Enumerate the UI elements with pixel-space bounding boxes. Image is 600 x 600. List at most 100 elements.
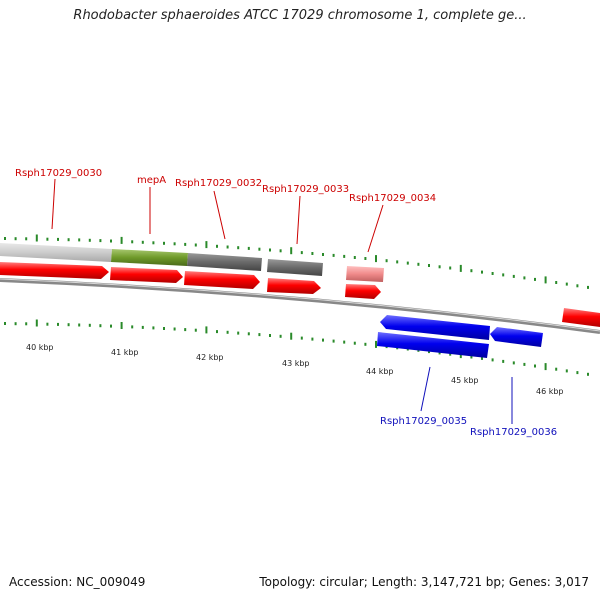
minor-tick	[449, 352, 452, 356]
minor-tick	[78, 238, 81, 242]
minor-tick	[481, 356, 483, 360]
minor-tick	[555, 281, 558, 284]
gene-label-rsph17029-0036[interactable]: Rsph17029_0036	[470, 427, 557, 438]
scale-label: 46 kbp	[536, 387, 564, 396]
scale-label: 45 kbp	[451, 376, 479, 385]
scale-label: 43 kbp	[282, 359, 310, 368]
minor-tick	[385, 259, 388, 263]
minor-tick	[57, 237, 59, 241]
minor-tick	[141, 240, 144, 244]
genome-stats-text: Topology: circular; Length: 3,147,721 bp…	[259, 575, 589, 589]
minor-tick	[396, 260, 399, 264]
minor-tick	[269, 248, 271, 252]
minor-tick	[502, 359, 505, 363]
gene-arrow-right-edge[interactable]	[562, 308, 600, 327]
gene-label-rsph17029-0034[interactable]: Rsph17029_0034	[349, 193, 436, 204]
backbone-highlight	[0, 278, 600, 332]
minor-tick	[322, 253, 324, 256]
outer-tick-ring	[4, 234, 589, 289]
minor-tick	[194, 243, 197, 247]
gene-arrow-rsph17029-0035-a[interactable]	[380, 315, 490, 340]
minor-tick	[247, 332, 250, 336]
minor-tick	[110, 324, 112, 328]
major-tick	[375, 340, 377, 348]
minor-tick	[353, 256, 356, 259]
minor-tick	[576, 284, 579, 288]
major-tick	[205, 241, 208, 249]
gene-arrow-rsph17029-0036[interactable]	[490, 327, 543, 347]
minor-tick	[534, 277, 536, 281]
minor-tick	[226, 330, 229, 334]
minor-tick	[428, 264, 430, 267]
minor-tick	[67, 323, 70, 327]
major-tick	[290, 247, 293, 255]
minor-tick	[332, 339, 335, 343]
inner-tick-ring	[4, 319, 589, 376]
minor-tick	[449, 266, 452, 270]
minor-tick	[258, 333, 261, 337]
map-title: Rhodobacter sphaeroides ATCC 17029 chrom…	[73, 8, 527, 23]
minor-tick	[438, 265, 441, 269]
major-tick	[375, 255, 377, 263]
feature-band-dark-1[interactable]	[187, 253, 262, 271]
minor-tick	[279, 334, 282, 338]
gene-arrow-rsph17029-0032[interactable]	[184, 271, 260, 289]
minor-tick	[99, 239, 102, 243]
minor-tick	[481, 270, 483, 274]
gene-label-rsph17029-0033[interactable]: Rsph17029_0033	[262, 184, 349, 195]
minor-tick	[353, 341, 356, 345]
minor-tick	[269, 334, 271, 337]
feature-band-light[interactable]	[0, 243, 112, 262]
minor-tick	[226, 245, 229, 249]
minor-tick	[576, 371, 579, 375]
major-tick	[120, 236, 123, 244]
minor-tick	[78, 323, 81, 327]
leader-line	[367, 204, 384, 253]
gene-label-rsph17029-0032[interactable]: Rsph17029_0032	[175, 178, 262, 189]
minor-tick	[57, 322, 59, 326]
gene-arrow-mepa[interactable]	[110, 267, 183, 283]
minor-tick	[110, 239, 112, 243]
minor-tick	[279, 249, 282, 253]
leader-line	[213, 190, 226, 240]
gene-pseudo-rsph17029-0034[interactable]	[346, 266, 384, 282]
minor-tick	[258, 247, 261, 251]
feature-band-dark-2[interactable]	[267, 259, 323, 276]
major-tick	[35, 319, 38, 327]
minor-tick	[4, 237, 6, 240]
gene-arrow-rsph17029-0035-b[interactable]	[377, 332, 489, 358]
minor-tick	[406, 261, 409, 265]
major-tick	[35, 234, 38, 242]
scale-label: 42 kbp	[196, 353, 224, 362]
gene-label-mepa[interactable]: mepA	[137, 175, 166, 186]
gene-label-rsph17029-0030[interactable]: Rsph17029_0030	[15, 168, 102, 179]
minor-tick	[565, 369, 568, 373]
major-tick	[544, 276, 547, 284]
minor-tick	[131, 325, 134, 329]
minor-tick	[152, 241, 155, 245]
gene-arrow-rsph17029-0030[interactable]	[0, 262, 109, 279]
gene-arrow-rsph17029-0034[interactable]	[345, 284, 381, 299]
leader-line	[51, 178, 56, 230]
minor-tick	[25, 322, 28, 326]
minor-tick	[67, 238, 70, 242]
gene-arrow-rsph17029-0033[interactable]	[267, 278, 321, 294]
minor-tick	[141, 325, 144, 329]
minor-tick	[184, 242, 187, 246]
minor-tick	[88, 238, 91, 242]
minor-tick	[491, 358, 494, 362]
minor-tick	[46, 322, 49, 326]
major-tick	[459, 264, 462, 272]
scale-label: 40 kbp	[26, 343, 54, 352]
gene-label-rsph17029-0035[interactable]: Rsph17029_0035	[380, 416, 467, 427]
minor-tick	[14, 322, 17, 326]
minor-tick	[343, 254, 346, 258]
gene-labels: Rsph17029_0030 mepA Rsph17029_0032 Rsph1…	[15, 168, 557, 438]
minor-tick	[587, 372, 589, 376]
minor-tick	[587, 285, 589, 289]
feature-band-mepa[interactable]	[111, 249, 188, 266]
minor-tick	[163, 327, 165, 330]
scale-label: 41 kbp	[111, 348, 139, 357]
minor-tick	[311, 337, 314, 341]
